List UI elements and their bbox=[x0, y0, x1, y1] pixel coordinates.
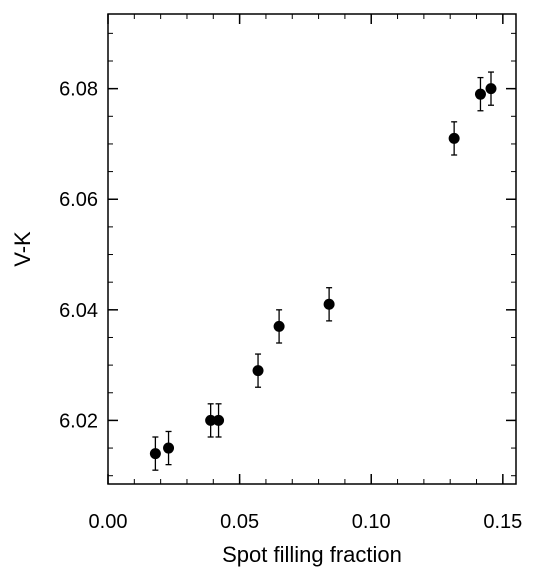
point-marker bbox=[323, 298, 335, 310]
data-points bbox=[149, 71, 497, 471]
x-tick-label: 0.05 bbox=[220, 511, 259, 533]
data-point bbox=[213, 403, 225, 438]
y-tick-label: 6.04 bbox=[59, 300, 98, 322]
point-marker bbox=[485, 83, 497, 95]
data-point bbox=[252, 353, 264, 388]
point-marker bbox=[273, 320, 285, 332]
plot-frame bbox=[107, 13, 517, 485]
point-marker bbox=[205, 414, 217, 426]
data-point bbox=[149, 436, 161, 471]
x-tick-label: 0.15 bbox=[483, 511, 522, 533]
x-tick-label: 0.00 bbox=[89, 511, 128, 533]
point-marker bbox=[474, 88, 486, 100]
x-axis-label: Spot filling fraction bbox=[222, 542, 402, 567]
y-tick-label: 6.06 bbox=[59, 189, 98, 211]
point-marker bbox=[213, 414, 225, 426]
data-point bbox=[273, 309, 285, 344]
data-point bbox=[448, 121, 460, 156]
point-marker bbox=[448, 132, 460, 144]
data-point bbox=[474, 76, 486, 112]
data-point bbox=[205, 403, 217, 438]
data-point bbox=[163, 430, 175, 466]
data-point bbox=[323, 287, 335, 322]
y-tick-label: 6.08 bbox=[59, 79, 98, 101]
tick-labels: 0.00 0.05 0.10 0.15 6.02 6.04 6.06 6.08 bbox=[59, 79, 522, 533]
y-axis-label: V-K bbox=[10, 231, 35, 267]
axis-ticks bbox=[107, 14, 516, 484]
point-marker bbox=[252, 365, 264, 377]
x-tick-label: 0.10 bbox=[352, 511, 391, 533]
point-marker bbox=[149, 448, 161, 460]
data-point bbox=[485, 71, 497, 106]
point-marker bbox=[163, 442, 175, 454]
y-tick-label: 6.02 bbox=[59, 410, 98, 432]
